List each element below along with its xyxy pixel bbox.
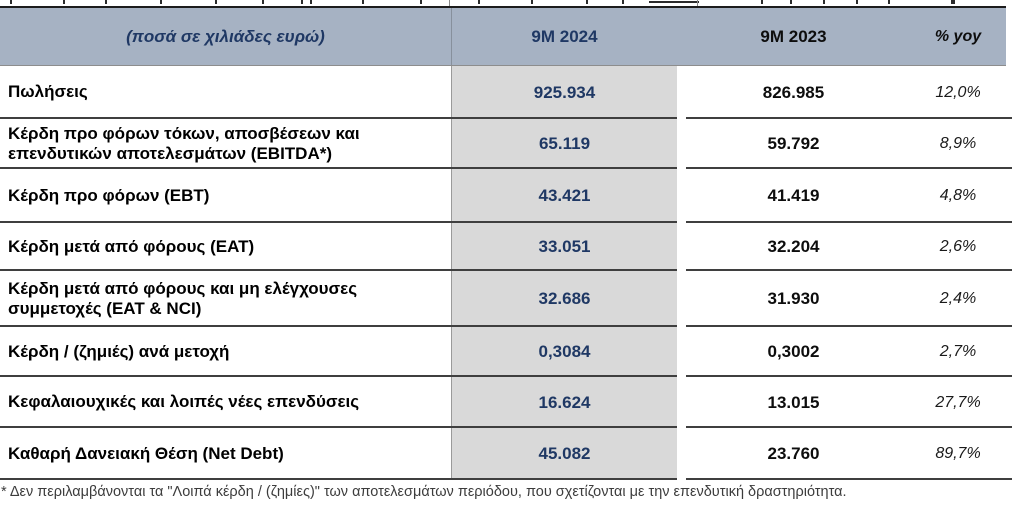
value-9m2023: 31.930 (767, 289, 820, 308)
value-yoy: 2,6% (939, 238, 977, 255)
header-9m2023: 9M 2023 (760, 26, 827, 46)
value-9m2024: 45.082 (452, 428, 677, 480)
value-yoy: 2,7% (939, 343, 977, 360)
table-row-eps: Κέρδη / (ζημιές) ανά μετοχή 0,3084 0,300… (0, 327, 1024, 377)
value-yoy: 4,8% (939, 187, 977, 204)
header-yoy: % yoy (934, 27, 982, 45)
value-9m2023: 826.985 (762, 82, 825, 102)
value-9m2023: 41.419 (767, 186, 820, 205)
table-row-eat-nci: Κέρδη μετά από φόρους και μη ελέγχουσες … (0, 271, 1024, 327)
value-9m2024: 0,3084 (452, 327, 677, 377)
value-9m2023: 23.760 (767, 444, 820, 463)
table-row-net-debt: Καθαρή Δανειακή Θέση (Net Debt) 45.082 2… (0, 428, 1024, 480)
header-amounts-note: (ποσά σε χιλιάδες ευρώ) (0, 8, 452, 65)
row-label: Κέρδη μετά από φόρους και μη ελέγχουσες … (0, 271, 452, 327)
row-label: Καθαρή Δανειακή Θέση (Net Debt) (0, 428, 452, 480)
value-yoy: 89,7% (935, 445, 981, 462)
cropped-text-remnant (0, 0, 1024, 6)
row-label: Κεφαλαιουχικές και λοιπές νέες επενδύσει… (0, 377, 452, 428)
value-9m2024: 925.934 (452, 66, 677, 119)
row-label: Κέρδη προ φόρων (EBT) (0, 169, 452, 223)
table-header-row: (ποσά σε χιλιάδες ευρώ) 9M 2024 9M 2023 … (0, 6, 1006, 66)
value-9m2024: 65.119 (452, 119, 677, 169)
table-row-ebitda: Κέρδη προ φόρων τόκων, αποσβέσεων και επ… (0, 119, 1024, 169)
value-yoy: 12,0% (935, 83, 981, 101)
value-9m2023: 13.015 (767, 392, 820, 412)
row-label: Πωλήσεις (0, 66, 452, 119)
value-yoy: 8,9% (939, 135, 977, 152)
financial-results-table: (ποσά σε χιλιάδες ευρώ) 9M 2024 9M 2023 … (0, 6, 1024, 480)
value-9m2023: 32.204 (767, 237, 820, 256)
table-row-capex: Κεφαλαιουχικές και λοιπές νέες επενδύσει… (0, 377, 1024, 428)
value-9m2024: 33.051 (452, 223, 677, 271)
table-row-ebt: Κέρδη προ φόρων (EBT) 43.421 41.419 4,8% (0, 169, 1024, 223)
row-label: Κέρδη προ φόρων τόκων, αποσβέσεων και επ… (0, 119, 452, 169)
header-9m2024: 9M 2024 (531, 26, 598, 46)
value-yoy: 2,4% (939, 290, 977, 307)
table-row-eat: Κέρδη μετά από φόρους (EAT) 33.051 32.20… (0, 223, 1024, 271)
value-yoy: 27,7% (935, 393, 981, 411)
value-9m2024: 43.421 (452, 169, 677, 223)
footnote-ebitda: * Δεν περιλαμβάνονται τα "Λοιπά κέρδη / … (1, 484, 847, 500)
row-label: Κέρδη μετά από φόρους (EAT) (0, 223, 452, 271)
value-9m2024: 16.624 (452, 377, 677, 428)
value-9m2023: 59.792 (767, 134, 820, 153)
value-9m2024: 32.686 (452, 271, 677, 327)
value-9m2023: 0,3002 (767, 342, 820, 361)
row-label: Κέρδη / (ζημιές) ανά μετοχή (0, 327, 452, 377)
table-row-sales: Πωλήσεις 925.934 826.985 12,0% (0, 66, 1024, 119)
